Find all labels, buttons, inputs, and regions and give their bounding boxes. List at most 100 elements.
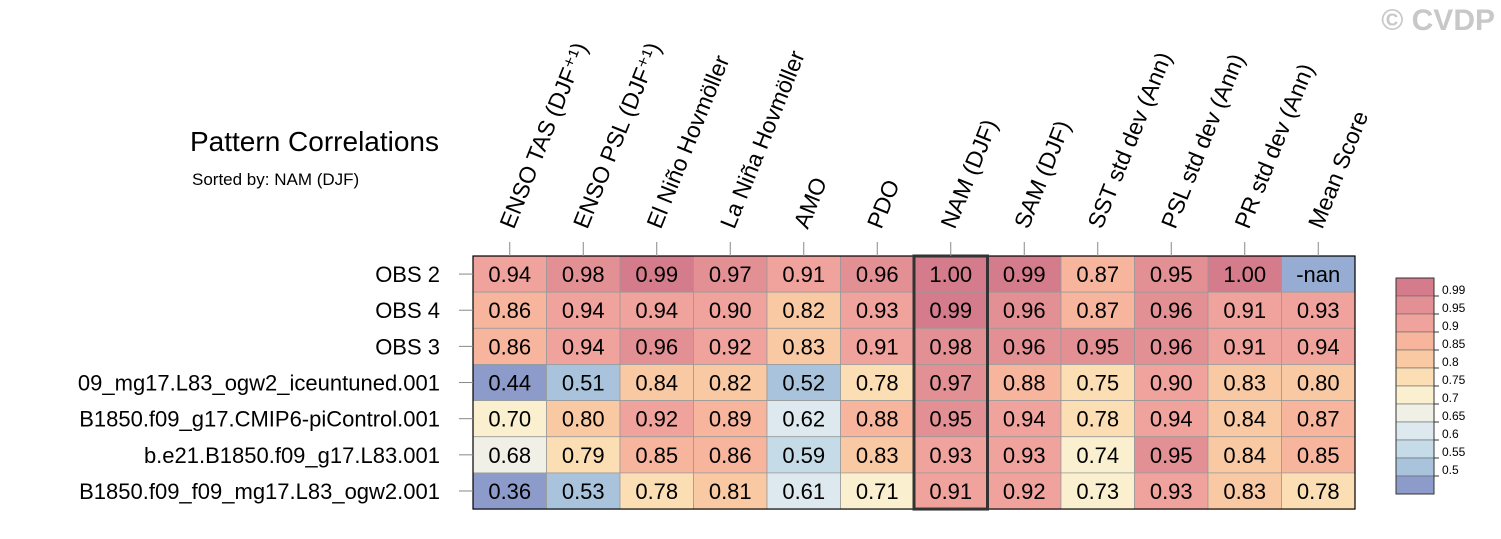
cell-value-label: 0.94: [1003, 407, 1046, 432]
cell-value-label: 0.78: [1297, 479, 1340, 504]
heatmap-cell: [546, 364, 621, 402]
heatmap-cell: [1060, 436, 1135, 474]
cell-value-label: -nan: [1296, 262, 1340, 287]
cell-value-label: 0.91: [1223, 334, 1266, 359]
cell-value-label: 0.93: [1297, 298, 1340, 323]
heatmap-cell: [840, 364, 915, 402]
heatmap-cell: [1207, 255, 1282, 293]
cell-value-label: 0.85: [635, 443, 678, 468]
heatmap-cell: [619, 327, 694, 365]
colorbar-label: 0.6: [1442, 427, 1459, 441]
cell-value-label: 0.92: [1003, 479, 1046, 504]
cell-value-label: 0.93: [856, 298, 899, 323]
heatmap-cell: [840, 436, 915, 474]
heatmap-cell: [693, 436, 768, 474]
row-label: B1850.f09_f09_mg17.L83_ogw2.001: [79, 479, 440, 504]
cell-value-label: 0.93: [929, 443, 972, 468]
heatmap-cell: [472, 327, 547, 365]
column-label: SAM (DJF): [1009, 117, 1076, 232]
cell-value-label: 0.94: [1150, 407, 1193, 432]
heatmap-cell: [1134, 472, 1209, 510]
cell-value-label: 0.90: [1150, 371, 1193, 396]
cell-value-label: 0.94: [1297, 334, 1340, 359]
cell-value-label: 0.59: [782, 443, 825, 468]
column-label: AMO: [788, 174, 832, 232]
cell-value-label: 0.87: [1297, 407, 1340, 432]
heatmap-cell: [987, 255, 1062, 293]
cell-value-label: 0.82: [782, 298, 825, 323]
colorbar-label: 0.65: [1442, 409, 1466, 423]
colorbar-label: 0.85: [1442, 337, 1466, 351]
colorbar-segment: [1395, 313, 1435, 333]
heatmap-cell: [472, 436, 547, 474]
heatmap-cell: [546, 436, 621, 474]
column-label: Mean Score: [1303, 107, 1374, 232]
heatmap-cell: [1281, 327, 1356, 365]
colorbar-label: 0.8: [1442, 355, 1459, 369]
cell-value-label: 0.75: [1076, 371, 1119, 396]
cell-value-label: 0.94: [488, 262, 531, 287]
cell-value-label: 0.93: [1003, 443, 1046, 468]
cell-value-label: 0.94: [562, 334, 605, 359]
heatmap-cell: [1060, 327, 1135, 365]
heatmap-cell: [1060, 291, 1135, 329]
cell-value-label: 0.96: [635, 334, 678, 359]
cell-value-label: 0.92: [635, 407, 678, 432]
cell-value-label: 0.73: [1076, 479, 1119, 504]
heatmap-cell: [766, 472, 841, 510]
cell-value-label: 0.51: [562, 371, 605, 396]
heatmap-cell: [1207, 472, 1282, 510]
heatmap-cell: [840, 291, 915, 329]
cell-value-label: 0.96: [1003, 298, 1046, 323]
colorbar-label: 0.75: [1442, 373, 1466, 387]
column-label: El Niño Hovmöller: [641, 51, 734, 232]
cell-value-label: 1.00: [1223, 262, 1266, 287]
cell-value-label: 0.82: [709, 371, 752, 396]
colorbar-segment: [1395, 331, 1435, 351]
cell-value-label: 0.70: [488, 407, 531, 432]
cell-value-label: 0.97: [709, 262, 752, 287]
heatmap-cell: [693, 400, 768, 438]
colorbar-segment: [1395, 295, 1435, 315]
cell-value-label: 0.91: [1223, 298, 1266, 323]
heatmap-cell: [1134, 400, 1209, 438]
colorbar-label: 0.9: [1442, 319, 1459, 333]
cell-value-label: 0.97: [929, 371, 972, 396]
cell-value-label: 0.71: [856, 479, 899, 504]
row-label: OBS 2: [375, 262, 440, 287]
heatmap-cell: [1207, 364, 1282, 402]
cell-value-label: 0.80: [562, 407, 605, 432]
cell-value-label: 0.84: [635, 371, 678, 396]
watermark: © CVDP: [1381, 4, 1495, 37]
cell-value-label: 0.88: [1003, 371, 1046, 396]
colorbar-segment: [1395, 277, 1435, 297]
column-label: PR std dev (Ann): [1229, 60, 1319, 232]
colorbar-segment: [1395, 457, 1435, 477]
chart-title: Pattern Correlations: [190, 126, 440, 157]
cell-value-label: 0.78: [635, 479, 678, 504]
heatmap-cell: [766, 400, 841, 438]
cell-value-label: 0.91: [782, 262, 825, 287]
colorbar-segment: [1395, 349, 1435, 369]
cell-value-label: 0.88: [856, 407, 899, 432]
heatmap-cell: [472, 400, 547, 438]
cell-value-label: 0.85: [1297, 443, 1340, 468]
column-label: PDO: [862, 176, 905, 232]
cell-value-label: 0.91: [856, 334, 899, 359]
colorbar-label: 0.95: [1442, 301, 1466, 315]
heatmap-cell: [766, 291, 841, 329]
cell-value-label: 0.89: [709, 407, 752, 432]
heatmap-cell: [1134, 327, 1209, 365]
colorbar-segment: [1395, 421, 1435, 441]
row-label: OBS 3: [375, 334, 440, 359]
heatmap-cell: [693, 327, 768, 365]
cell-value-label: 0.94: [562, 298, 605, 323]
row-label: 09_mg17.L83_ogw2_iceuntuned.001: [78, 371, 440, 396]
cell-value-label: 0.81: [709, 479, 752, 504]
cell-value-label: 0.84: [1223, 407, 1266, 432]
cell-value-label: 0.62: [782, 407, 825, 432]
cell-value-label: 0.80: [1297, 371, 1340, 396]
cell-value-label: 0.61: [782, 479, 825, 504]
heatmap-cell: [1134, 364, 1209, 402]
cell-value-label: 0.96: [856, 262, 899, 287]
